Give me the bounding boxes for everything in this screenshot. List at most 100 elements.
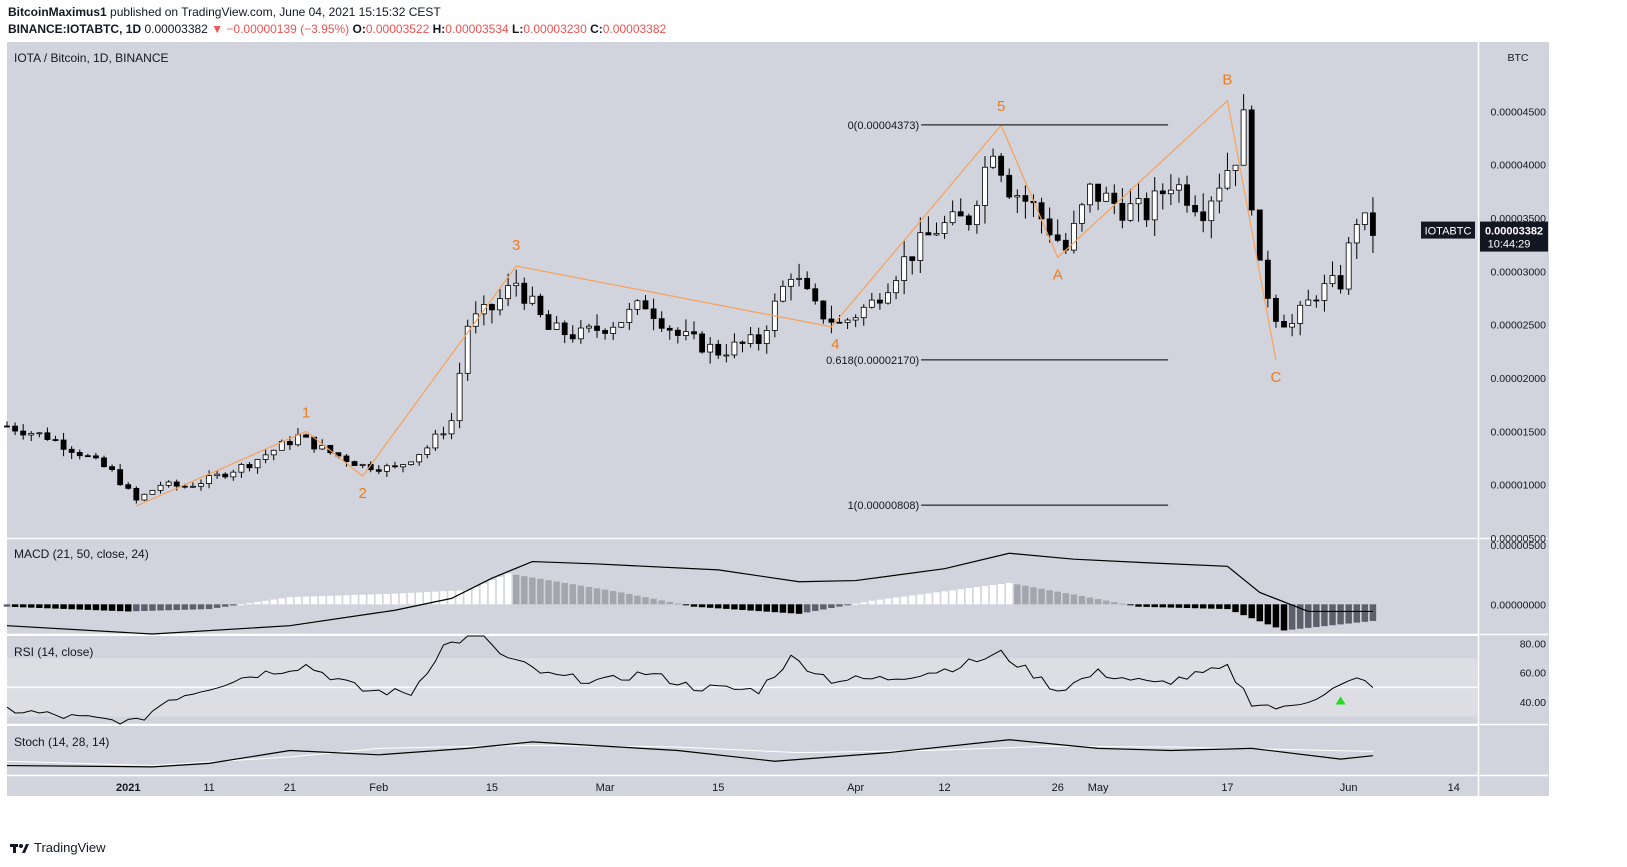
macd-hist-bar	[593, 588, 601, 605]
macd-pane	[7, 539, 1478, 634]
candle-body	[1361, 212, 1368, 225]
candle-body	[666, 327, 673, 331]
candle-body	[715, 343, 722, 356]
rsi-bullish-marker	[1335, 696, 1346, 705]
candle-body	[917, 232, 924, 261]
candle-body	[691, 331, 697, 335]
macd-hist-bar	[133, 604, 140, 612]
price-pane	[7, 42, 1478, 538]
candle-body	[982, 166, 988, 206]
macd-hist-bar	[561, 582, 568, 605]
macd-hist-bar	[472, 586, 480, 605]
macd-hist-bar	[359, 594, 366, 605]
macd-hist-bar	[892, 597, 900, 605]
macd-hist-bar	[739, 604, 746, 610]
candle-body	[133, 487, 140, 501]
macd-hist-bar	[747, 604, 754, 611]
macd-hist-bar	[246, 603, 253, 605]
macd-hist-bar	[1329, 604, 1336, 626]
candle-body	[189, 485, 196, 488]
candle-body	[60, 439, 67, 450]
time-tick-label: Feb	[369, 782, 388, 794]
macd-hist-bar	[270, 599, 277, 605]
macd-hist-bar	[957, 589, 964, 605]
macd-hist-bar	[1337, 604, 1344, 625]
fib-level-label: 0.618(0.00002170)	[826, 355, 919, 367]
candle-body	[319, 444, 326, 450]
author-name[interactable]: BitcoinMaximus1	[8, 5, 107, 19]
macd-hist-bar	[60, 604, 67, 609]
candle-body	[658, 318, 665, 329]
macd-hist-bar	[84, 604, 92, 610]
candle-body	[222, 473, 229, 478]
candle-body	[432, 433, 439, 449]
macd-hist-bar	[1216, 604, 1223, 609]
candle-body	[1111, 192, 1118, 204]
candle-body	[1054, 234, 1061, 241]
macd-hist-bar	[1232, 604, 1239, 613]
candle-body	[1337, 275, 1344, 290]
macd-hist-bar	[1038, 588, 1045, 605]
macd-hist-bar	[318, 596, 326, 605]
macd-hist-bar	[626, 594, 633, 605]
macd-hist-bar	[1054, 591, 1061, 605]
macd-hist-bar	[157, 604, 164, 611]
candle-body	[1095, 183, 1102, 202]
candle-body	[626, 308, 633, 323]
candle-body	[149, 489, 156, 495]
candle-body	[383, 465, 390, 472]
macd-hist-bar	[1062, 593, 1070, 605]
macd-hist-bar	[415, 592, 423, 605]
macd-hist-bar	[116, 604, 124, 612]
macd-hist-bar	[1111, 602, 1118, 605]
candle-body	[1159, 190, 1166, 195]
macd-hist-bar	[577, 585, 585, 605]
rsi-tick-label: 60.00	[1520, 668, 1546, 680]
candle-body	[586, 325, 592, 329]
candle-body	[763, 329, 770, 344]
candle-body	[836, 321, 843, 324]
macd-hist-bar	[787, 604, 795, 614]
macd-hist-bar	[391, 593, 399, 605]
candle-body	[998, 155, 1005, 176]
candle-body	[1232, 164, 1239, 171]
candle-body	[949, 211, 956, 224]
time-tick-label: 21	[284, 782, 296, 794]
macd-hist-bar	[941, 591, 948, 605]
macd-hist-bar	[221, 604, 229, 607]
price-unit-label: BTC	[1508, 52, 1529, 64]
macd-hist-bar	[997, 583, 1005, 605]
candle-body	[173, 481, 180, 487]
symbol-badge-text: IOTABTC	[1425, 226, 1472, 238]
tradingview-logo[interactable]: TradingView	[10, 840, 106, 855]
macd-hist-bar	[1086, 597, 1094, 605]
macd-hist-bar	[504, 573, 512, 605]
candle-body	[117, 469, 124, 486]
wave-label-a: A	[1053, 266, 1063, 283]
candle-body	[416, 454, 423, 463]
tradingview-brand: TradingView	[34, 840, 106, 855]
macd-hist-bar	[141, 604, 148, 611]
time-tick-label: 15	[712, 782, 724, 794]
macd-hist-bar	[666, 601, 673, 605]
candle-body	[569, 334, 576, 340]
candle-body	[408, 461, 415, 465]
candle-body	[359, 463, 366, 466]
candle-body	[844, 319, 851, 323]
candle-body	[28, 432, 35, 436]
candle-body	[1143, 198, 1150, 221]
candle-body	[1321, 283, 1328, 301]
macd-hist-bar	[1167, 604, 1175, 608]
macd-hist-bar	[973, 587, 981, 605]
macd-hist-bar	[407, 592, 415, 605]
macd-hist-bar	[925, 593, 932, 605]
macd-hist-bar	[965, 588, 973, 605]
candle-body	[181, 485, 188, 488]
time-tick-label: 2021	[116, 782, 140, 794]
macd-hist-bar	[553, 581, 560, 605]
stoch-title: Stoch (14, 28, 14)	[14, 735, 109, 749]
macd-hist-bar	[1046, 590, 1053, 605]
candle-body	[1264, 259, 1271, 299]
macd-hist-bar	[100, 604, 108, 611]
